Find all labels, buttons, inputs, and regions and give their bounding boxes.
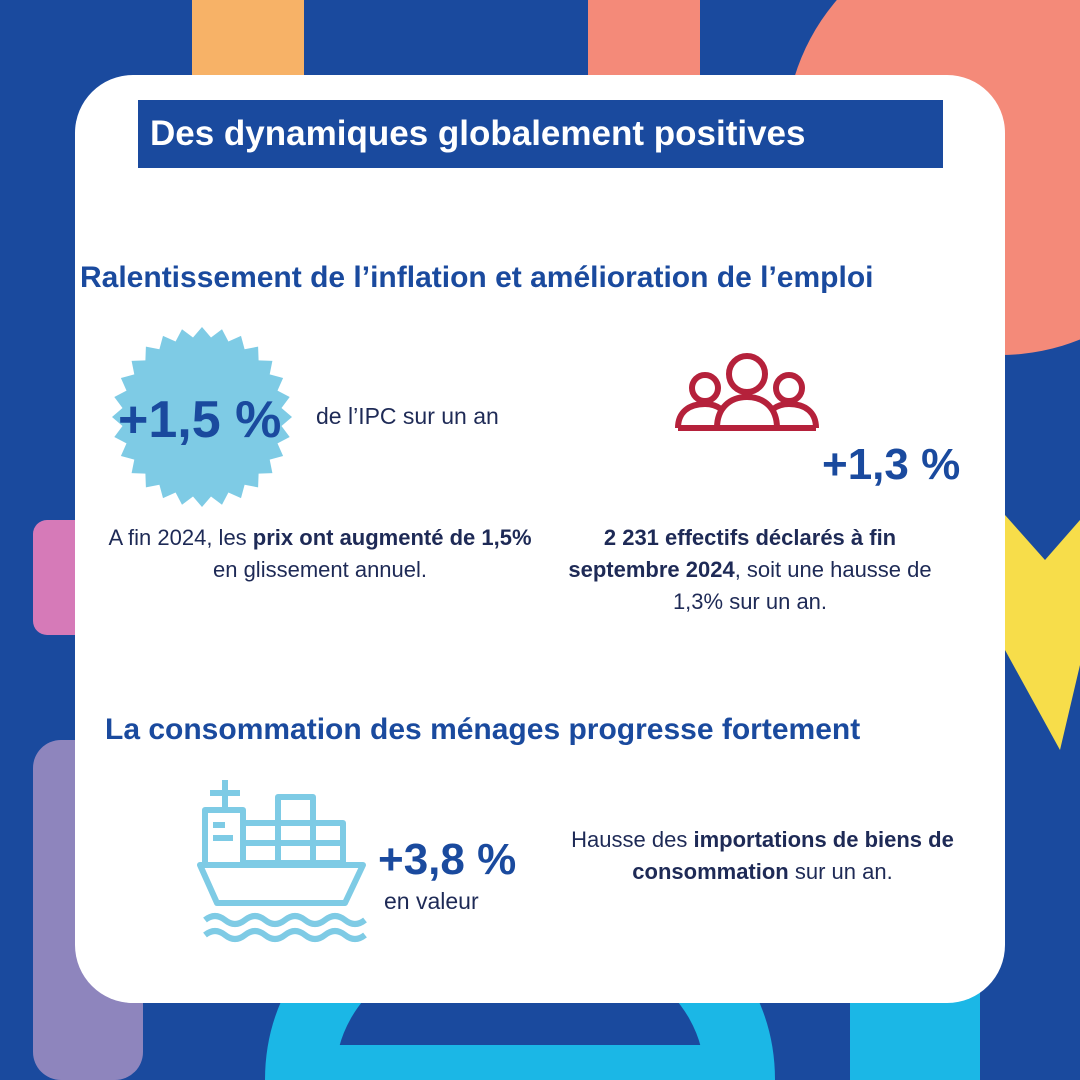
inflation-desc-part3: en glissement annuel. xyxy=(212,557,428,582)
inflation-desc-part1: A fin 2024, les xyxy=(108,525,253,550)
inflation-desc-emphasis: prix ont augmenté de 1,5% xyxy=(252,525,532,550)
people-group-icon xyxy=(675,353,819,431)
section2-heading: La consommation des ménages progresse fo… xyxy=(105,713,861,746)
title-banner xyxy=(138,100,943,168)
consumption-description: Hausse des importations de biens de cons… xyxy=(545,824,980,888)
cargo-ship-icon xyxy=(197,780,367,942)
consumption-desc-emphasis: importations de biens de consommation xyxy=(632,827,954,884)
page-title: Des dynamiques globalement positives xyxy=(150,114,806,153)
employment-value: +1,3 % xyxy=(822,440,961,489)
inflation-description: A fin 2024, les prix ont augmenté de 1,5… xyxy=(100,522,540,586)
employment-desc-part2: , soit une hausse de 1,3% sur un an. xyxy=(672,557,932,614)
employment-desc-emphasis: 2 231 effectifs déclarés à fin septembre… xyxy=(568,525,897,582)
consumption-unit: en valeur xyxy=(384,888,479,914)
content-card xyxy=(75,75,1005,1003)
consumption-value: +3,8 % xyxy=(378,835,517,884)
section1-heading: Ralentissement de l’inflation et amélior… xyxy=(80,261,874,294)
consumption-desc-part3: sur un an. xyxy=(788,859,893,884)
consumption-desc-part1: Hausse des xyxy=(571,827,694,852)
inflation-value: +1,5 % xyxy=(118,391,282,449)
inflation-label: de l’IPC sur un an xyxy=(316,403,499,429)
employment-description: 2 231 effectifs déclarés à fin septembre… xyxy=(555,522,945,618)
starburst-badge-icon xyxy=(112,327,292,507)
